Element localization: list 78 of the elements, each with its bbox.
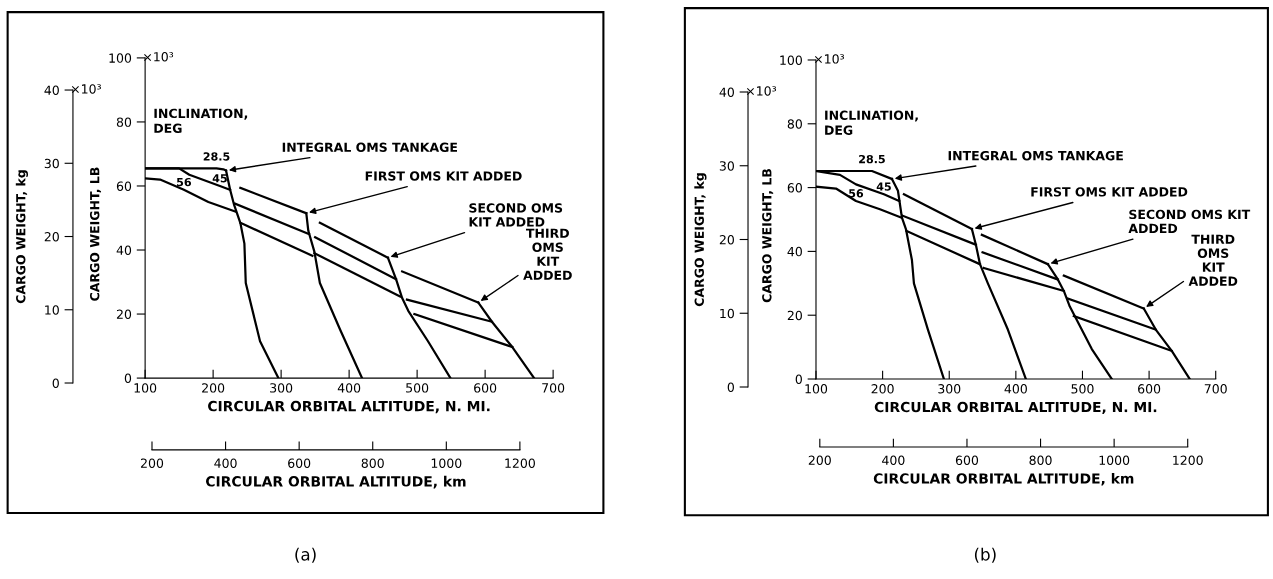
y2-tick-label: 20 — [719, 234, 734, 245]
x2-tick-label: 400 — [214, 458, 237, 468]
y2-tick-label: 40 — [719, 87, 734, 97]
series-label: 56 — [849, 189, 864, 198]
y2-tick-label: 30 — [44, 158, 59, 169]
y2-tick-label: 20 — [44, 231, 59, 242]
y2-tick-label: 40 — [44, 85, 59, 95]
x2-tick-label: 1200 — [505, 458, 535, 468]
annotation: FIRST OMS KIT ADDED — [1031, 187, 1188, 197]
x-tick-label: 600 — [1138, 384, 1161, 394]
annotation: SECOND OMS KIT ADDED — [1128, 209, 1251, 233]
y-tick-label: 0 — [795, 374, 802, 384]
x-tick-label: 400 — [337, 383, 361, 393]
x-tick-label: 200 — [871, 384, 894, 394]
series-label: 28.5 — [203, 152, 230, 161]
legend-label: 45 — [876, 182, 891, 191]
y-tick-label: 0 — [124, 373, 132, 384]
y-tick-label: 40 — [116, 245, 132, 255]
annotation: INTEGRAL OMS TANKAGE — [948, 150, 1123, 161]
x2-axis-title: CIRCULAR ORBITAL ALTITUDE, km — [873, 472, 1134, 486]
y2-tick-label: 30 — [719, 161, 734, 171]
annotation: INTEGRAL OMS TANKAGE — [282, 142, 458, 153]
x-tick-label: 400 — [1004, 384, 1027, 394]
text: (a) — [295, 547, 316, 563]
y-tick-label: 100 — [780, 55, 802, 65]
x2-tick-label: 600 — [955, 455, 979, 465]
y2-tick-label: 10 — [720, 308, 734, 319]
annotation: ×10³ — [144, 52, 174, 62]
annotation: THIRD OMS KIT ADDED — [1188, 234, 1238, 286]
x2-tick-label: 800 — [1029, 455, 1052, 465]
legend-label: 45 — [212, 174, 227, 183]
y-axis-title: CARGO WEIGHT, LB — [762, 169, 774, 303]
x2-tick-label: 800 — [361, 458, 384, 468]
text: (b) — [974, 547, 996, 563]
x2-axis-title: CIRCULAR ORBITAL ALTITUDE, km — [206, 475, 466, 489]
series-label: 28.5 — [859, 154, 885, 164]
annotation: THIRD OMS KIT ADDED — [523, 228, 572, 280]
x-axis-title: CIRCULAR ORBITAL ALTITUDE, N. MI. — [208, 400, 490, 414]
y2-tick-label: 0 — [727, 382, 734, 392]
y-tick-label: 60 — [787, 183, 802, 193]
x-axis-title: CIRCULAR ORBITAL ALTITUDE, N. MI. — [874, 401, 1157, 415]
y-tick-label: 80 — [116, 117, 132, 127]
x-tick-label: 500 — [406, 383, 429, 393]
x-tick-label: 700 — [1204, 384, 1227, 394]
x-tick-label: 600 — [474, 383, 497, 393]
x2-tick-label: 400 — [882, 455, 905, 465]
text: ×10³ — [746, 86, 776, 96]
series-label: 56 — [177, 177, 192, 187]
x2-tick-label: 1200 — [1173, 455, 1203, 465]
x2-tick-label: 200 — [808, 455, 831, 465]
y-tick-label: 60 — [116, 181, 132, 191]
annotation: SECOND OMS KIT ADDED — [469, 203, 563, 227]
legend-title: INCLINATION, DEG — [154, 108, 248, 134]
x-tick-label: 300 — [270, 383, 293, 393]
y2-axis-title: CARGO WEIGHT, kg — [694, 173, 707, 307]
y2-axis-title: CARGO WEIGHT, kg — [15, 170, 29, 304]
y-tick-label: 100 — [109, 53, 132, 63]
x-tick-label: 300 — [938, 384, 961, 394]
annotation: ×10³ — [814, 54, 844, 64]
legend-title: INCLINATION, DEG — [825, 110, 918, 135]
x-tick-label: 700 — [542, 383, 565, 393]
y-tick-label: 40 — [787, 246, 802, 257]
annotation: FIRST OMS KIT ADDED — [365, 171, 522, 181]
x2-tick-label: 1000 — [431, 458, 462, 468]
x2-tick-label: 200 — [140, 458, 164, 468]
y-tick-label: 80 — [787, 119, 802, 129]
x-tick-label: 100 — [134, 383, 157, 393]
x2-tick-label: 600 — [288, 458, 311, 468]
y-axis-title: CARGO WEIGHT, LB — [89, 167, 102, 301]
y-tick-label: 20 — [116, 309, 132, 319]
y-tick-label: 20 — [787, 310, 802, 321]
x-tick-label: 100 — [805, 384, 828, 394]
x2-tick-label: 1000 — [1099, 455, 1130, 465]
y2-tick-label: 10 — [45, 305, 59, 315]
x-tick-label: 500 — [1071, 384, 1094, 394]
x-tick-label: 200 — [202, 383, 225, 393]
y2-tick-label: 0 — [52, 378, 59, 388]
text: ×10³ — [71, 84, 101, 94]
